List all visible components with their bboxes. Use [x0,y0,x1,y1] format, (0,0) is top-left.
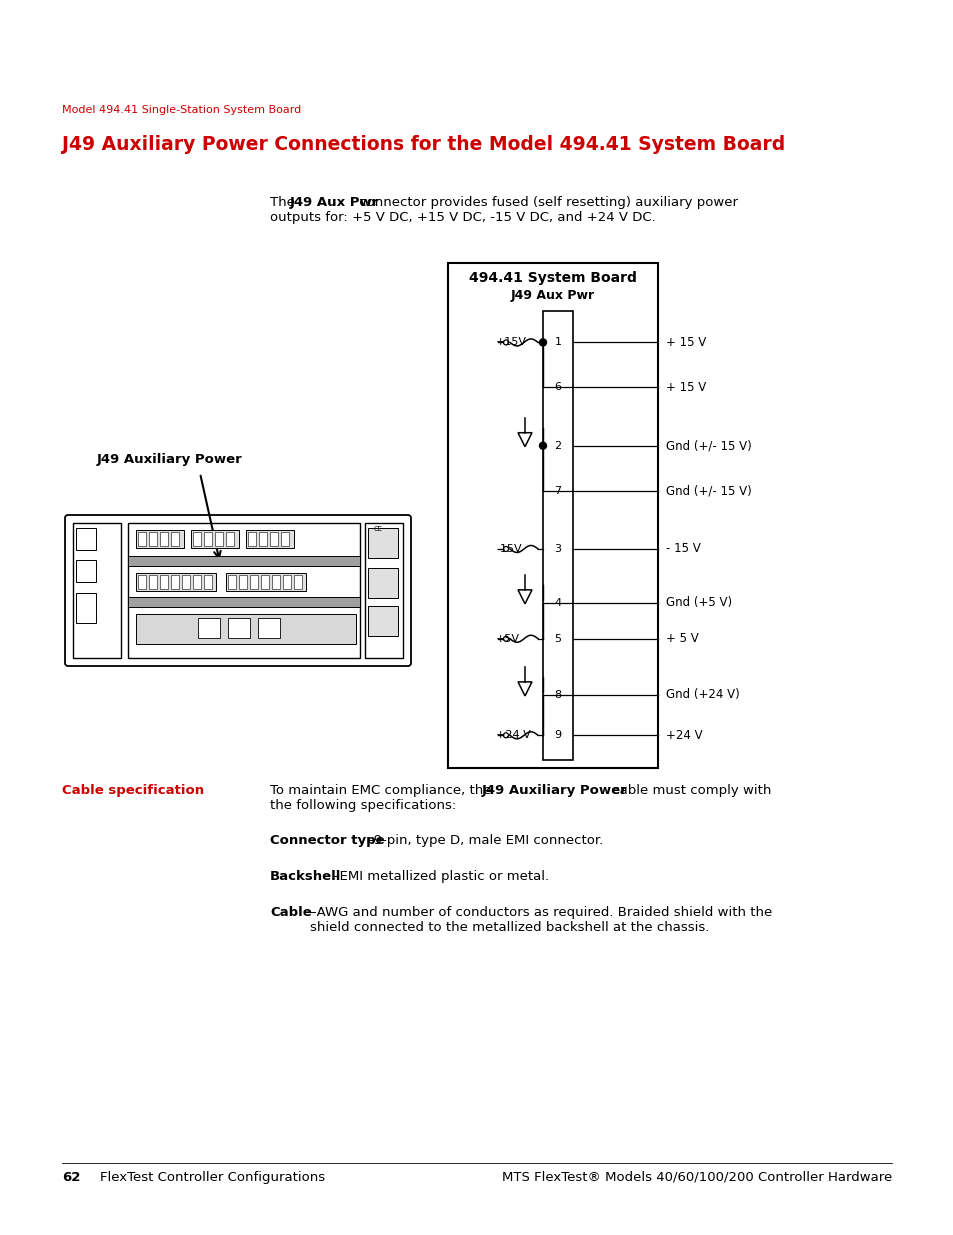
Text: J49 Aux Pwr: J49 Aux Pwr [511,289,595,303]
Text: –AWG and number of conductors as required. Braided shield with the
shield connec: –AWG and number of conductors as require… [310,906,771,934]
Text: –9-pin, type D, male EMI connector.: –9-pin, type D, male EMI connector. [367,834,602,847]
Circle shape [539,442,546,450]
Bar [138,576,146,589]
Bar [228,576,235,589]
Bar [448,263,658,768]
Text: FlexTest Controller Configurations: FlexTest Controller Configurations [100,1171,325,1184]
Bar [368,568,397,598]
Bar [250,576,257,589]
Text: Gnd (+/- 15 V): Gnd (+/- 15 V) [665,484,751,498]
Text: MTS FlexTest® Models 40/60/100/200 Controller Hardware: MTS FlexTest® Models 40/60/100/200 Contr… [501,1171,891,1184]
Text: 8: 8 [554,690,561,700]
Bar [128,522,359,658]
Text: Connector type: Connector type [270,834,384,847]
Bar [248,532,255,546]
Bar [270,532,277,546]
Bar [542,311,573,760]
Bar [214,532,223,546]
Text: 7: 7 [554,485,561,495]
Bar [365,522,402,658]
Bar [160,532,168,546]
Text: cable must comply with: cable must comply with [607,784,771,797]
Text: CE: CE [373,526,382,532]
Bar [136,573,215,592]
Bar [193,576,201,589]
Bar [258,532,267,546]
Text: 4: 4 [554,598,561,608]
Text: 2: 2 [554,441,561,451]
Bar [128,556,359,566]
Bar [76,529,96,550]
Text: –EMI metallized plastic or metal.: –EMI metallized plastic or metal. [333,869,549,883]
Bar [193,532,201,546]
Bar [294,576,302,589]
Bar [226,573,306,592]
Text: J49 Auxiliary Power: J49 Auxiliary Power [97,453,243,466]
Bar [136,614,355,643]
Text: 9: 9 [554,730,561,740]
Bar [204,532,212,546]
Text: + 15 V: + 15 V [665,380,705,394]
Text: The: The [270,196,299,209]
Bar [191,530,239,548]
Bar [283,576,291,589]
Text: Gnd (+5 V): Gnd (+5 V) [665,597,731,609]
Bar [368,606,397,636]
Text: +15V: +15V [496,337,526,347]
Text: Cable specification: Cable specification [62,784,204,797]
Text: Backshell: Backshell [270,869,341,883]
Text: Cable: Cable [270,906,312,919]
Text: Model 494.41 Single-Station System Board: Model 494.41 Single-Station System Board [62,105,301,115]
FancyBboxPatch shape [65,515,411,666]
Bar [76,593,96,622]
Text: + 15 V: + 15 V [665,336,705,350]
Text: 5: 5 [554,634,561,643]
Text: 62: 62 [62,1171,80,1184]
Bar [239,576,247,589]
Bar [272,576,280,589]
Text: outputs for: +5 V DC, +15 V DC, -15 V DC, and +24 V DC.: outputs for: +5 V DC, +15 V DC, -15 V DC… [270,211,655,224]
Text: 3: 3 [554,543,561,555]
Bar [128,597,359,606]
Bar [261,576,269,589]
Text: - 15 V: - 15 V [665,542,700,556]
Text: J49 Aux Pwr: J49 Aux Pwr [290,196,378,209]
Bar [368,529,397,558]
Bar [171,532,179,546]
Bar [182,576,190,589]
Text: 494.41 System Board: 494.41 System Board [469,270,637,285]
Text: +24 V: +24 V [665,729,702,742]
Text: 1: 1 [554,337,561,347]
Text: connector provides fused (self resetting) auxiliary power: connector provides fused (self resetting… [355,196,737,209]
Text: +24 V: +24 V [496,730,530,740]
Bar [73,522,121,658]
Bar [149,576,157,589]
Bar [160,576,168,589]
Bar [204,576,212,589]
Bar [226,532,233,546]
Bar [138,532,146,546]
Bar [171,576,179,589]
Text: To maintain EMC compliance, the: To maintain EMC compliance, the [270,784,496,797]
Circle shape [539,338,546,346]
Text: +5V: +5V [496,634,519,643]
Bar [136,530,184,548]
Bar [257,618,280,638]
Bar [228,618,250,638]
Text: + 5 V: + 5 V [665,632,698,645]
Bar [76,559,96,582]
Text: J49 Auxiliary Power Connections for the Model 494.41 System Board: J49 Auxiliary Power Connections for the … [62,135,784,154]
Bar [149,532,157,546]
Bar [198,618,220,638]
Text: Gnd (+24 V): Gnd (+24 V) [665,688,739,701]
Text: -15V: -15V [496,543,521,555]
Bar [246,530,294,548]
Bar [281,532,289,546]
Text: J49 Auxiliary Power: J49 Auxiliary Power [481,784,627,797]
Text: 6: 6 [554,383,561,393]
Text: Gnd (+/- 15 V): Gnd (+/- 15 V) [665,440,751,452]
Text: the following specifications:: the following specifications: [270,799,456,811]
